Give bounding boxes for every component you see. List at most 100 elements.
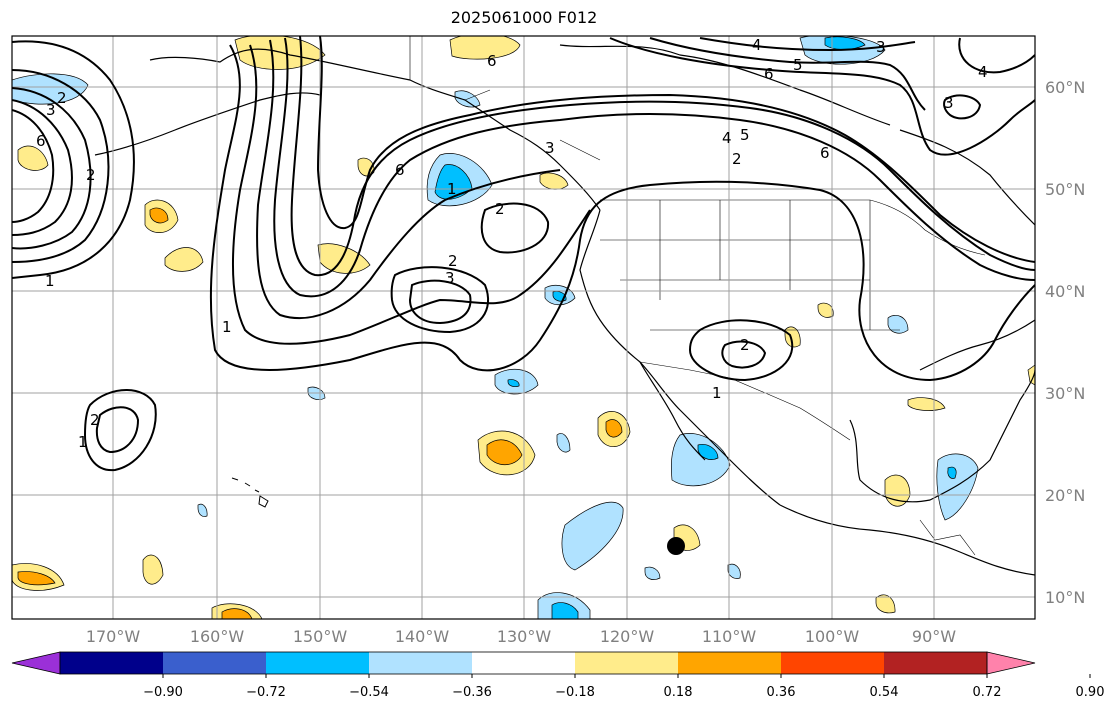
colorbar-tick-label: 0.54 <box>870 685 899 700</box>
contour-label: 2 <box>86 166 96 184</box>
negative-area <box>507 379 520 387</box>
positive-area <box>164 247 204 272</box>
contour-label: 6 <box>764 65 774 83</box>
latitude-label: 50°N <box>1045 180 1085 199</box>
positive-area <box>449 36 521 60</box>
contour-line <box>232 44 591 345</box>
contour-label: 2 <box>57 89 67 107</box>
contour-line <box>209 44 1035 382</box>
negative-area <box>727 563 741 579</box>
contour-label: 3 <box>944 94 954 112</box>
positive-area <box>149 207 169 224</box>
contour-line <box>408 279 472 325</box>
contour-label: 2 <box>732 150 742 168</box>
colorbar-tick-label: 0.36 <box>767 685 796 700</box>
longitude-label: 110°W <box>702 627 757 646</box>
mexico-coast <box>779 504 1035 576</box>
contour-line <box>256 39 561 320</box>
colorbar-segment <box>781 652 885 674</box>
contour-line <box>688 319 794 382</box>
contour-label: 2 <box>448 252 458 270</box>
contour-label: 3 <box>46 101 56 119</box>
longitude-label: 130°W <box>497 627 552 646</box>
colorbar-tick-label: 0.18 <box>664 685 693 700</box>
colorbar-segment <box>369 652 473 674</box>
contour-labels: 6 2 3 6 4 5 6 3 4 3 4 5 2 1 2 6 2 3 2 1 … <box>36 36 988 451</box>
positive-area <box>907 397 946 411</box>
negative-area <box>824 36 866 50</box>
contour-line <box>12 40 135 279</box>
colorbar-segment <box>266 652 370 674</box>
contour-label: 6 <box>395 161 405 179</box>
longitude-labels: 170°W 160°W 150°W 140°W 130°W 120°W 110°W 100°W… <box>86 627 956 646</box>
contour-label: 6 <box>820 144 830 162</box>
latitude-label: 30°N <box>1045 384 1085 403</box>
contour-line <box>273 37 1035 298</box>
colorbar-frame <box>59 651 988 675</box>
contour-label: 1 <box>712 384 722 402</box>
negative-area <box>556 433 571 453</box>
longitude-label: 140°W <box>395 627 450 646</box>
contour-label: 4 <box>978 63 988 81</box>
negative-area <box>697 444 719 460</box>
map-title: 2025061000 F012 <box>450 8 598 27</box>
contour-line <box>649 37 926 111</box>
contour-label: 5 <box>740 126 750 144</box>
contour-line <box>290 36 1035 277</box>
hawaii-island <box>231 477 269 508</box>
longitude-label: 150°W <box>293 627 348 646</box>
contour-line <box>12 87 92 250</box>
contour-label: 1 <box>78 433 88 451</box>
colorbar-segment <box>163 652 267 674</box>
negative-area <box>434 164 473 200</box>
positive-area <box>875 594 896 614</box>
us-mexico-border <box>639 361 851 441</box>
negative-area <box>551 602 579 619</box>
latitude-label: 20°N <box>1045 486 1085 505</box>
contour-label: 1 <box>45 272 55 290</box>
positive-area <box>142 554 164 585</box>
colorbar-extend-high <box>986 651 1036 675</box>
colorbar-segment <box>472 652 576 674</box>
colorbar-segment <box>884 652 988 674</box>
positive-area <box>317 243 371 274</box>
positive-area <box>17 571 56 586</box>
state-lines <box>600 200 900 331</box>
shaded-anomalies <box>12 36 1035 619</box>
positive-area <box>221 608 253 619</box>
negative-area <box>644 566 661 580</box>
contour-label: 5 <box>793 56 803 74</box>
hawaii <box>231 477 269 508</box>
contour-line <box>95 406 140 454</box>
positive-area <box>539 172 569 190</box>
negative-area <box>561 501 624 571</box>
longitude-label: 120°W <box>600 627 655 646</box>
contour-line <box>699 37 916 52</box>
contour-label: 6 <box>36 132 46 150</box>
contour-line <box>480 202 550 254</box>
alaska-border <box>409 36 601 161</box>
negative-area <box>947 466 957 479</box>
hudson-bay <box>899 129 1035 226</box>
contour-line <box>958 37 1035 74</box>
colorbar-segment <box>678 652 782 674</box>
east-coast <box>919 319 1035 371</box>
contour-label: 3 <box>545 139 555 157</box>
contour-line <box>390 266 490 334</box>
colorbar-tick-label: −0.54 <box>349 685 389 700</box>
contour-label: 4 <box>722 129 732 147</box>
contour-line <box>943 94 982 120</box>
longitude-label: 90°W <box>912 627 956 646</box>
positive-area <box>817 302 834 318</box>
contour-line <box>721 340 767 369</box>
contour-line <box>12 99 73 236</box>
contour-label: 2 <box>740 336 750 354</box>
contour-label: 4 <box>752 36 762 54</box>
contour-label: 1 <box>222 318 232 336</box>
positive-area <box>605 419 623 438</box>
contour-line <box>609 37 1035 156</box>
us-canada-border <box>600 199 986 256</box>
contour-label: 2 <box>90 411 100 429</box>
colorbar-tick-label: 0.72 <box>973 685 1002 700</box>
map-frame <box>11 35 1036 620</box>
